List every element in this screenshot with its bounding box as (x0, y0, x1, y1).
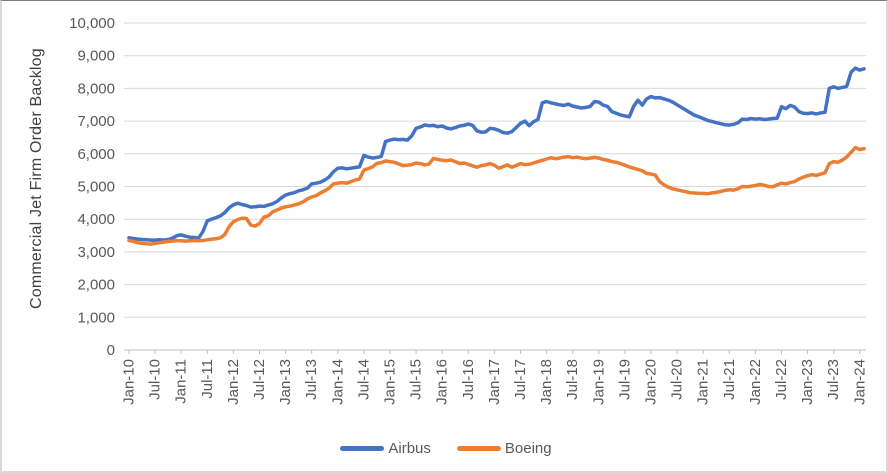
x-axis-tick-label: Jul-14 (355, 359, 372, 400)
y-axis-title: Commercial Jet Firm Order Backlog (28, 48, 45, 310)
x-axis-tick-label: Jul-13 (303, 359, 320, 400)
x-axis-tick-label: Jan-14 (329, 359, 346, 405)
x-axis-tick-label: Jul-19 (616, 359, 633, 400)
x-axis-tick-label: Jan-17 (486, 359, 503, 405)
boeing-series-line (127, 145, 866, 246)
y-axis-tick-label: 3,000 (77, 244, 115, 261)
x-axis-tick-label: Jan-12 (225, 359, 242, 405)
x-axis-tick-label: Jan-13 (277, 359, 294, 405)
x-axis-tick-label: Jul-15 (408, 359, 425, 400)
y-axis-tick-label: 4,000 (77, 211, 115, 228)
boeing-line-swatch-icon (456, 445, 501, 451)
legend-item-boeing: Boeing (456, 439, 552, 457)
legend-label-boeing: Boeing (504, 439, 552, 457)
x-axis-tick-label: Jan-15 (382, 359, 399, 405)
x-axis-tick-label: Jan-16 (434, 359, 451, 405)
x-axis-tick-label: Jul-22 (773, 359, 790, 400)
legend-label-airbus: Airbus (388, 439, 431, 457)
chart-legend: Airbus Boeing (2, 435, 886, 461)
x-axis-tick-label: Jan-18 (538, 359, 555, 405)
airbus-series-line (127, 66, 866, 242)
x-axis-tick-label: Jan-19 (590, 359, 607, 405)
legend-item-airbus: Airbus (340, 440, 431, 457)
x-axis-tick-label: Jul-23 (825, 359, 842, 400)
x-axis-tick-label: Jan-22 (747, 359, 764, 405)
x-axis-tick-label: Jul-16 (460, 359, 477, 400)
x-axis-tick-label: Jan-21 (695, 359, 712, 405)
x-axis-tick-label: Jan-23 (799, 359, 816, 405)
y-axis-tick-label: 7,000 (77, 113, 115, 130)
airbus-line-swatch-icon (340, 445, 385, 451)
x-axis-tick-label: Jan-20 (643, 359, 660, 405)
x-axis-tick-label: Jul-20 (669, 359, 686, 400)
x-axis-tick-label: Jul-18 (564, 359, 581, 400)
y-axis-tick-label: 9,000 (77, 48, 115, 65)
x-axis-tick-label: Jan-11 (173, 359, 190, 404)
y-axis-tick-label: 8,000 (77, 80, 115, 97)
x-axis-tick-label: Jul-17 (512, 359, 529, 400)
x-axis-tick-label: Jul-21 (721, 359, 738, 400)
y-axis-tick-label: 5,000 (77, 179, 115, 196)
x-axis-tick-label: Jan-10 (121, 359, 138, 405)
x-axis-tick-label: Jul-12 (251, 359, 268, 400)
y-axis-tick-label: 0 (107, 342, 115, 359)
x-axis-tick-label: Jul-11 (199, 359, 216, 399)
x-axis-tick-label: Jan-24 (851, 359, 868, 405)
y-axis-tick-label: 2,000 (77, 277, 115, 294)
y-axis-tick-label: 10,000 (69, 15, 115, 32)
x-axis-tick-label: Jul-10 (147, 359, 164, 400)
y-axis-tick-label: 6,000 (77, 146, 115, 163)
y-axis-tick-label: 1,000 (77, 309, 115, 326)
